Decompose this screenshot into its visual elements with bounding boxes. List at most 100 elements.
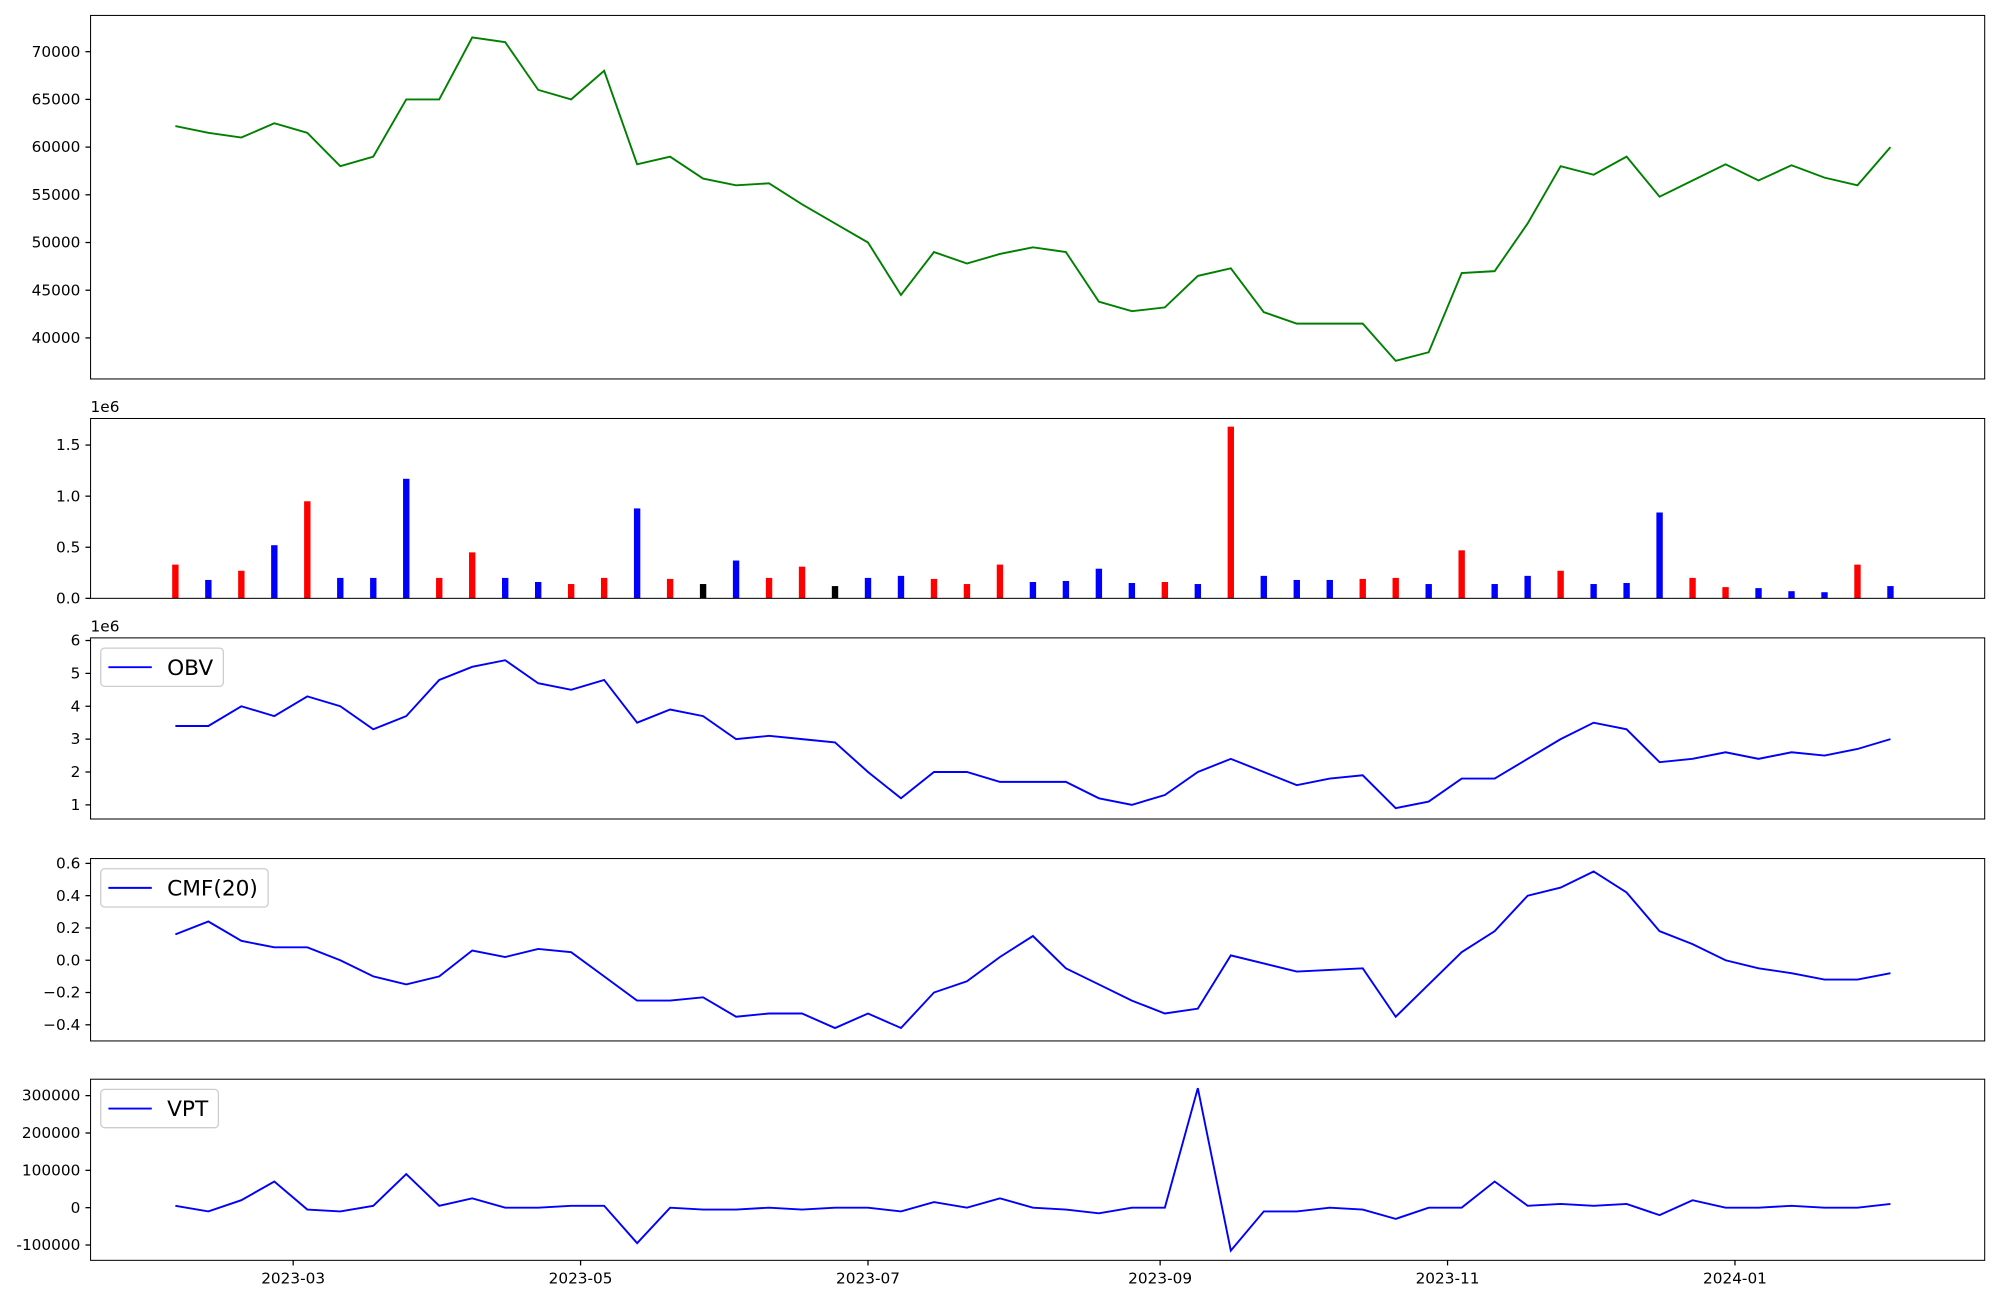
volume-bar [798,566,806,599]
volume-bar [1227,426,1234,599]
volume-bar [633,508,641,599]
volume-bar [1623,583,1630,599]
y-tick-label: 1.5 [56,436,80,454]
y-tick-label: 100000 [22,1161,80,1179]
volume-bar [864,577,872,599]
series-line [175,36,1892,362]
volume-bar [370,577,377,599]
series-line [175,659,1891,810]
volume-bar [1326,579,1333,599]
axes-frame [90,417,1986,599]
y-tick-label: 0.5 [56,538,80,556]
volume-bar [1491,584,1498,599]
y-tick-label: 50000 [32,234,81,252]
volume-bar [1524,575,1531,599]
y-tick-label: 5 [71,664,81,682]
volume-bar [271,545,278,599]
offset-label: 1e6 [91,618,120,636]
volume-bar [1062,580,1070,599]
volume-bar [337,577,344,599]
y-tick-label: 60000 [32,138,81,156]
series-line [175,1087,1891,1253]
axes-frame [90,858,1986,1042]
volume-bar [1887,586,1894,599]
legend: CMF(20) [100,868,269,908]
x-tick-label: 2023-09 [1128,1269,1192,1287]
volume-bar [238,570,245,599]
volume-bar [1359,578,1366,599]
y-tick-label: 0.0 [56,951,80,969]
y-tick-label: 0.6 [56,854,80,872]
volume-bar [1557,570,1564,599]
volume-bar [172,564,179,599]
volume-bar [1458,550,1465,599]
volume-bar [1392,577,1399,599]
axes-frame [90,637,1986,820]
legend-box [100,647,225,687]
x-tick-label: 2023-03 [261,1269,325,1287]
volume-bar [1722,587,1729,599]
volume-bar [1161,581,1169,599]
volume-bar [205,579,212,599]
volume-bar [1755,588,1762,599]
y-tick-label: 40000 [32,329,81,347]
volume-bar [699,584,707,599]
y-tick-label: 1.0 [56,487,80,505]
legend-label: CMF(20) [167,877,258,902]
y-tick-label: 70000 [32,43,81,61]
volume-bar [930,578,938,599]
x-tick-label: 2023-07 [836,1269,900,1287]
x-tick-label: 2024-01 [1703,1269,1767,1287]
y-tick-label: −0.2 [43,984,80,1002]
y-tick-label: 6 [71,632,81,650]
volume-bar [897,575,905,599]
volume-bar [765,577,773,599]
volume-bar [831,586,839,599]
y-tick-label: 0.2 [56,919,80,937]
volume-bar [436,577,443,599]
y-tick-label: 0.4 [56,887,80,905]
legend-label: OBV [167,656,213,681]
y-tick-label: 200000 [22,1124,80,1142]
y-tick-label: -100000 [16,1236,80,1254]
y-tick-label: 0 [71,1199,81,1217]
volume-bar [502,577,509,599]
y-tick-label: 3 [71,730,81,748]
legend: VPT [100,1088,220,1129]
y-tick-label: −0.4 [43,1016,80,1034]
series-line [175,870,1891,1030]
volume-bar [1425,584,1432,599]
volume-bar [567,584,575,599]
volume-bar [1260,575,1267,599]
volume-bar [996,564,1004,599]
y-tick-label: 300000 [22,1087,80,1105]
volume-bar [534,581,542,599]
volume-bar [1854,564,1861,599]
volume-bar [1689,577,1696,599]
volume-bar [304,501,311,599]
volume-bar [1788,591,1795,599]
y-tick-label: 45000 [32,281,81,299]
volume-bar [1128,583,1136,599]
volume-bar [1656,512,1663,599]
volume-bar [600,577,608,599]
volume-bar [1293,579,1300,599]
volume-bar [1194,584,1202,599]
volume-bar [403,478,410,599]
x-tick-label: 2023-05 [549,1269,613,1287]
volume-bar [1029,581,1037,599]
volume-bar [1821,592,1828,599]
y-tick-label: 2 [71,763,81,781]
axes-frame [90,14,1986,380]
volume-bar [469,552,476,599]
legend-box [100,868,269,908]
offset-label: 1e6 [91,398,120,416]
y-tick-label: 55000 [32,186,81,204]
volume-bar [1590,584,1597,599]
volume-bar [732,560,740,599]
volume-bar [1095,568,1103,599]
volume-bar [963,584,971,599]
y-tick-label: 4 [71,697,81,715]
